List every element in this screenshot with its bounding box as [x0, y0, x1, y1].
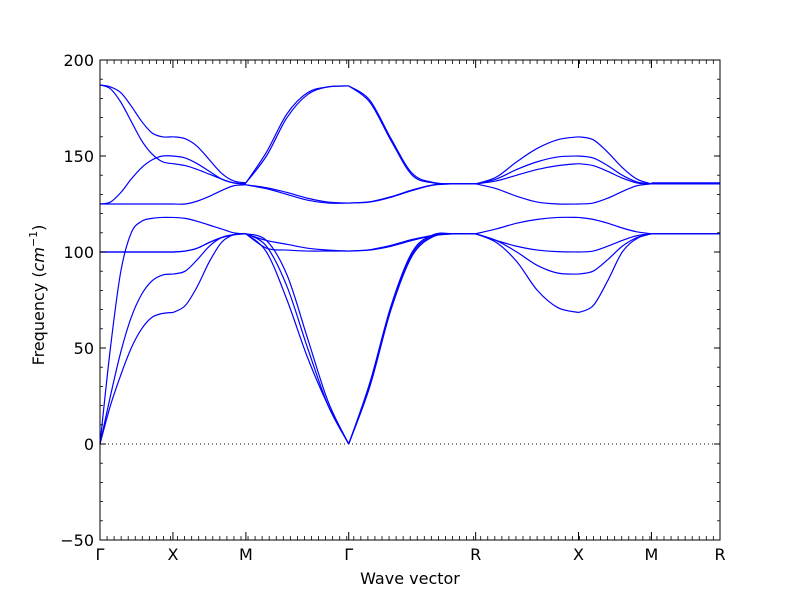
band-seg4-7 [475, 136, 579, 185]
band-seg1-5 [172, 184, 246, 205]
band-seg3-5 [348, 183, 476, 204]
band-seg1-3 [172, 233, 246, 253]
band-seg2-5 [245, 184, 349, 204]
band-seg5-6 [578, 155, 652, 185]
band-seg2-1 [245, 233, 350, 445]
band-seg4-6 [475, 155, 579, 185]
major-ticks [99, 59, 721, 541]
band-seg3-0 [348, 232, 476, 445]
y-tick-label: 150 [63, 147, 94, 166]
band-seg3-8 [348, 85, 476, 185]
x-tick-label: R [470, 545, 481, 564]
x-axis-label: Wave vector [360, 569, 460, 588]
y-tick-labels: −50 0 50 100 150 200 [60, 51, 94, 550]
band-seg2-4 [245, 233, 349, 252]
x-tick-label: M [239, 545, 253, 564]
band-seg5-1 [578, 233, 652, 275]
band-seg3-3 [348, 233, 476, 252]
band-seg3-2 [348, 232, 476, 445]
band-seg1-7 [172, 163, 246, 185]
y-axis-label-text: Frequency [29, 283, 48, 366]
y-axis-label-unit: cm [29, 247, 48, 271]
band-seg3-1 [348, 232, 476, 445]
band-seg2-6 [245, 184, 349, 204]
band-seg3-6 [348, 183, 476, 204]
band-seg5-2 [578, 233, 652, 253]
band-seg1-8 [172, 136, 246, 184]
band-seg0-1 [99, 273, 173, 445]
y-tick-label: 200 [63, 51, 94, 70]
band-seg4-3 [475, 216, 579, 235]
band-seg0-7 [99, 84, 174, 165]
band-seg2-2 [245, 233, 350, 445]
band-seg5-5 [578, 163, 652, 185]
band-seg3-7 [348, 85, 476, 185]
band-seg5-0 [578, 233, 652, 314]
band-seg0-8 [99, 84, 173, 138]
band-seg4-5 [475, 163, 579, 185]
band-seg3-4 [348, 233, 476, 252]
y-tick-label: 0 [84, 435, 94, 454]
band-seg5-3 [578, 216, 652, 235]
x-tick-label: R [714, 545, 725, 564]
y-axis-label: Frequency (cm−1) [27, 225, 48, 366]
minor-ticks [99, 59, 720, 541]
band-seg2-3 [245, 233, 349, 252]
x-tick-label: M [645, 545, 659, 564]
x-tick-label: X [167, 545, 178, 564]
y-tick-label: 50 [74, 339, 94, 358]
band-seg2-8 [245, 85, 349, 184]
x-tick-label: X [573, 545, 584, 564]
band-lines [99, 84, 720, 445]
y-tick-label: 100 [63, 243, 94, 262]
band-seg5-7 [578, 136, 652, 185]
y-axis-label-unit-exponent: −1 [27, 231, 40, 247]
band-seg1-4 [172, 216, 246, 235]
band-seg0-6 [99, 155, 173, 205]
y-tick-label: −50 [60, 531, 94, 550]
x-tick-label: Γ [96, 545, 105, 564]
band-seg0-2 [99, 216, 173, 445]
band-seg4-4 [475, 183, 579, 205]
band-seg4-2 [475, 233, 579, 253]
band-seg0-0 [99, 311, 173, 445]
x-tick-label: Γ [344, 545, 353, 564]
plot-frame [99, 59, 721, 541]
band-seg5-4 [578, 183, 652, 205]
band-seg4-0 [475, 233, 579, 314]
band-seg1-1 [172, 233, 246, 275]
